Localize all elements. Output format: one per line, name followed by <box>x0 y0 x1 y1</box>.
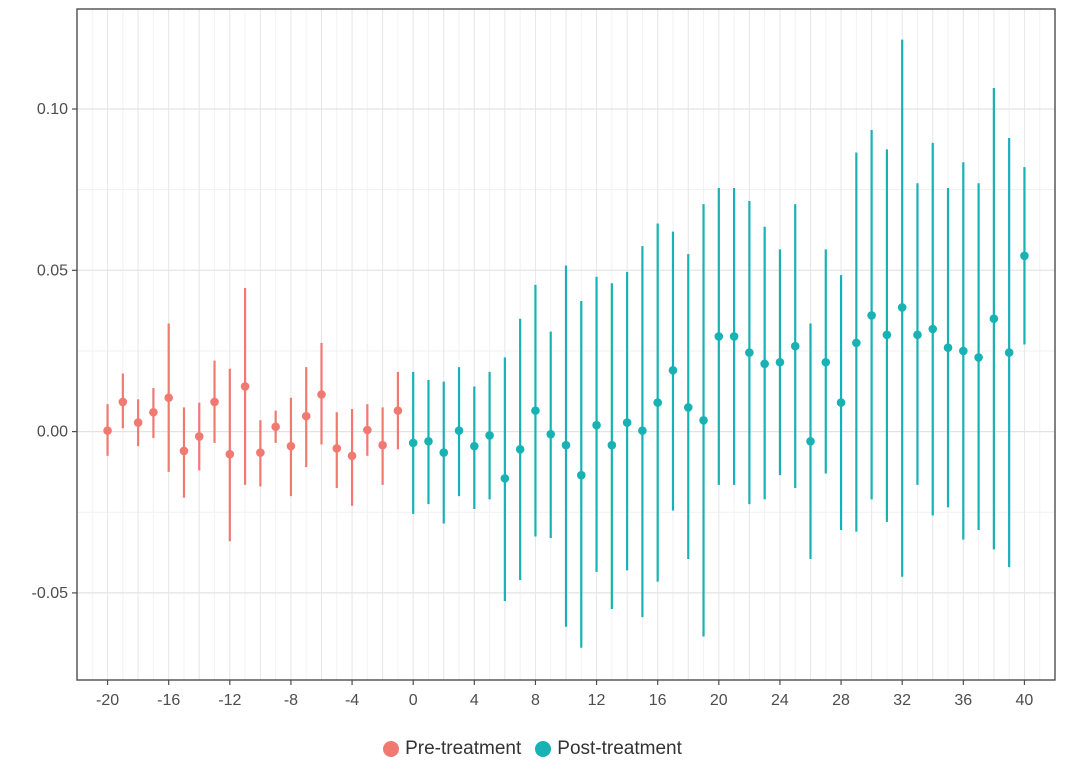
y-axis: -0.05 0.00 0.05 0.10 <box>32 101 77 602</box>
point-pre-treatment <box>393 406 403 415</box>
legend-key-pre-treatment <box>383 741 400 757</box>
point-pre-treatment <box>301 411 311 421</box>
point-range-marks <box>103 39 1029 648</box>
point-post-treatment <box>561 440 571 450</box>
point-post-treatment <box>408 438 418 448</box>
x-tick-label: 16 <box>649 692 667 709</box>
point-post-treatment <box>913 330 922 340</box>
point-post-treatment <box>928 324 938 334</box>
point-post-treatment <box>638 426 647 435</box>
point-pre-treatment <box>225 449 235 459</box>
x-tick-label: 0 <box>409 692 418 709</box>
point-post-treatment <box>760 359 769 369</box>
x-tick-label: -4 <box>345 692 359 709</box>
point-post-treatment <box>500 474 510 483</box>
point-pre-treatment <box>179 446 189 456</box>
point-post-treatment <box>989 314 999 323</box>
point-pre-treatment <box>118 397 128 407</box>
point-pre-treatment <box>256 448 265 457</box>
x-tick-label: 12 <box>588 692 606 709</box>
point-post-treatment <box>546 429 556 439</box>
point-pre-treatment <box>103 426 112 435</box>
point-post-treatment <box>470 441 479 451</box>
point-pre-treatment <box>240 382 250 391</box>
point-post-treatment <box>668 366 678 375</box>
x-tick-label: 28 <box>832 692 850 709</box>
point-post-treatment <box>943 343 953 353</box>
point-post-treatment <box>592 420 601 430</box>
y-tick-label: 0.00 <box>37 424 68 441</box>
point-post-treatment <box>790 341 800 351</box>
legend-label-pre-treatment: Pre-treatment <box>405 738 522 759</box>
point-post-treatment <box>836 398 846 407</box>
point-pre-treatment <box>347 451 357 461</box>
legend-key-post-treatment <box>535 741 552 757</box>
point-post-treatment <box>454 426 464 435</box>
point-pre-treatment <box>271 422 280 432</box>
point-post-treatment <box>821 357 831 367</box>
point-post-treatment <box>576 470 586 480</box>
y-tick-label: 0.05 <box>37 262 68 279</box>
point-post-treatment <box>653 398 662 407</box>
point-post-treatment <box>806 436 815 446</box>
y-tick-label: -0.05 <box>32 585 69 602</box>
legend-label-post-treatment: Post-treatment <box>557 738 682 759</box>
event-study-chart: -20 -16 -12 -8 -4 0 4 8 12 16 20 24 28 32 36 40 -0.05 0.… <box>32 8 1056 709</box>
x-tick-label: 20 <box>710 692 728 709</box>
x-tick-label: -12 <box>218 692 241 709</box>
point-post-treatment <box>699 416 708 425</box>
point-post-treatment <box>959 346 968 356</box>
x-tick-label: 32 <box>893 692 911 709</box>
point-post-treatment <box>882 330 892 340</box>
point-post-treatment <box>897 303 907 312</box>
point-post-treatment <box>775 357 785 367</box>
x-tick-label: 36 <box>954 692 972 709</box>
legend-item-pre-treatment: Pre-treatment <box>383 738 521 760</box>
point-post-treatment <box>1020 251 1029 261</box>
point-post-treatment <box>974 353 983 362</box>
point-post-treatment <box>852 338 861 348</box>
point-post-treatment <box>424 436 433 446</box>
point-pre-treatment <box>286 441 296 451</box>
point-post-treatment <box>515 445 525 454</box>
x-tick-label: -8 <box>284 692 298 709</box>
point-post-treatment <box>867 311 876 320</box>
point-post-treatment <box>607 440 617 450</box>
point-pre-treatment <box>149 407 158 417</box>
point-pre-treatment <box>133 418 143 427</box>
point-pre-treatment <box>194 432 204 441</box>
point-post-treatment <box>439 448 449 457</box>
x-tick-label: -16 <box>157 692 180 709</box>
point-post-treatment <box>1004 348 1014 357</box>
point-post-treatment <box>485 431 494 440</box>
x-tick-label: 24 <box>771 692 789 709</box>
plot-panel-border <box>76 8 1056 681</box>
point-post-treatment <box>714 332 724 341</box>
point-pre-treatment <box>210 397 219 407</box>
point-post-treatment <box>729 332 739 341</box>
point-pre-treatment <box>363 425 372 435</box>
x-tick-label: 8 <box>531 692 540 709</box>
point-pre-treatment <box>378 440 387 450</box>
x-tick-label: -20 <box>96 692 119 709</box>
x-tick-label: 40 <box>1016 692 1034 709</box>
x-axis: -20 -16 -12 -8 -4 0 4 8 12 16 20 24 28 32 36 40 <box>96 680 1033 709</box>
legend-item-post-treatment: Post-treatment <box>535 738 682 760</box>
y-tick-label: 0.10 <box>37 101 68 118</box>
point-post-treatment <box>531 406 540 415</box>
chart-legend: Pre-treatment Post-treatment <box>0 738 1065 760</box>
point-pre-treatment <box>317 390 326 399</box>
x-tick-label: 4 <box>470 692 479 709</box>
point-pre-treatment <box>164 393 173 403</box>
point-pre-treatment <box>332 444 342 453</box>
point-post-treatment <box>683 403 693 412</box>
point-post-treatment <box>745 348 754 357</box>
point-post-treatment <box>622 418 632 427</box>
